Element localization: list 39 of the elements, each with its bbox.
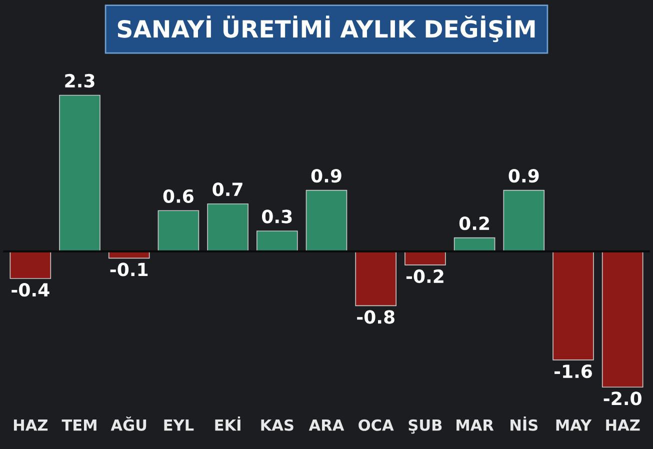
data-label: -0.1: [110, 262, 148, 276]
data-label: -0.4: [12, 283, 50, 297]
data-label: -1.6: [554, 364, 592, 378]
data-label: -0.8: [357, 310, 394, 324]
bar: [602, 250, 644, 388]
x-tick-label: MAR: [456, 420, 494, 431]
x-tick-label: AĞU: [110, 416, 146, 431]
x-tick-label: MAY: [556, 420, 592, 431]
data-label: 0.6: [163, 189, 194, 203]
data-label: 0.2: [459, 216, 489, 230]
x-tick-label: KAS: [261, 419, 294, 431]
bar: [256, 230, 298, 252]
bar: [207, 203, 248, 252]
x-tick-label: EKİ: [215, 416, 240, 431]
data-label: -0.2: [406, 269, 444, 284]
chart-title: SANAYİ ÜRETİMİ AYLIK DEĞİŞİM: [118, 16, 535, 42]
bar: [503, 190, 545, 252]
bar: [355, 250, 396, 306]
bar: [306, 190, 348, 252]
data-label: 0.3: [262, 210, 292, 224]
x-tick-label: ŞUB: [408, 419, 442, 434]
data-label: 0.9: [311, 168, 342, 183]
bar: [404, 250, 446, 266]
bar: [59, 94, 100, 252]
x-tick-label: HAZ: [606, 420, 640, 431]
data-label: 0.7: [212, 182, 242, 196]
x-tick-label: TEM: [62, 420, 96, 431]
bar: [10, 250, 52, 279]
x-tick-label: EYL: [164, 420, 194, 431]
x-tick-label: OCA: [358, 419, 394, 431]
bar: [552, 250, 594, 360]
data-label: -2.0: [604, 392, 642, 406]
x-tick-label: ARA: [308, 420, 344, 431]
data-label: 0.9: [508, 168, 539, 183]
x-tick-label: HAZ: [14, 420, 48, 431]
x-tick-label: NİS: [510, 416, 538, 431]
bar: [158, 210, 200, 252]
data-label: 2.3: [65, 74, 94, 88]
bar: [454, 237, 496, 252]
